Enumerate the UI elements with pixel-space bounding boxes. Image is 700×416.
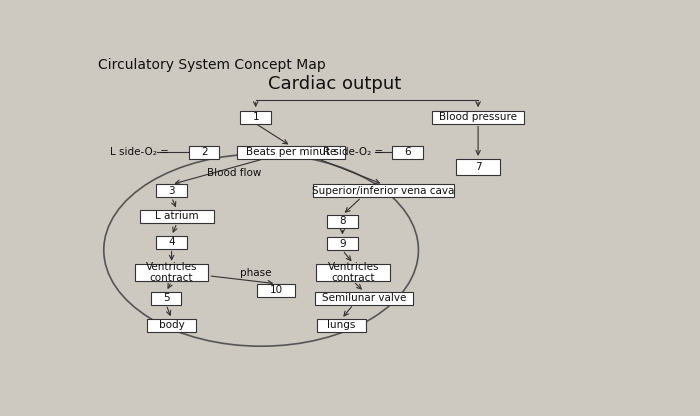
Text: body: body: [159, 320, 185, 330]
Text: 4: 4: [168, 237, 175, 247]
FancyBboxPatch shape: [147, 319, 196, 332]
Text: 5: 5: [163, 293, 169, 303]
Text: 7: 7: [475, 162, 482, 172]
Text: Cardiac output: Cardiac output: [267, 74, 401, 92]
Text: Superior/inferior vena cava: Superior/inferior vena cava: [312, 186, 454, 196]
FancyBboxPatch shape: [156, 184, 187, 197]
FancyBboxPatch shape: [316, 264, 390, 281]
FancyBboxPatch shape: [156, 236, 187, 248]
Text: R side-O₂ =: R side-O₂ =: [323, 147, 384, 157]
Text: L side-O₂ =: L side-O₂ =: [110, 147, 169, 157]
Text: phase: phase: [240, 267, 272, 277]
Text: 10: 10: [270, 285, 283, 295]
FancyBboxPatch shape: [315, 292, 413, 305]
Text: Semilunar valve: Semilunar valve: [322, 293, 407, 303]
Text: Beats per minute: Beats per minute: [246, 147, 336, 157]
FancyBboxPatch shape: [432, 111, 524, 124]
FancyBboxPatch shape: [393, 146, 423, 159]
FancyBboxPatch shape: [237, 146, 345, 159]
Text: Ventricles
contract: Ventricles contract: [146, 262, 197, 283]
Text: 1: 1: [253, 112, 259, 122]
Text: 8: 8: [340, 216, 346, 226]
Text: 3: 3: [168, 186, 175, 196]
Text: 9: 9: [340, 239, 346, 249]
Text: 2: 2: [201, 147, 207, 157]
FancyBboxPatch shape: [317, 319, 366, 332]
FancyBboxPatch shape: [328, 215, 358, 228]
Text: L atrium: L atrium: [155, 211, 199, 221]
Text: 6: 6: [405, 147, 411, 157]
FancyBboxPatch shape: [134, 264, 209, 281]
FancyBboxPatch shape: [456, 159, 500, 175]
Text: Ventricles
contract: Ventricles contract: [328, 262, 379, 283]
FancyBboxPatch shape: [313, 184, 454, 197]
FancyBboxPatch shape: [151, 292, 181, 305]
Text: Circulatory System Concept Map: Circulatory System Concept Map: [98, 58, 326, 72]
Text: Blood pressure: Blood pressure: [439, 112, 517, 122]
FancyBboxPatch shape: [328, 237, 358, 250]
FancyBboxPatch shape: [189, 146, 219, 159]
FancyBboxPatch shape: [241, 111, 271, 124]
Text: lungs: lungs: [327, 320, 356, 330]
FancyBboxPatch shape: [140, 210, 214, 223]
Text: Blood flow: Blood flow: [206, 168, 261, 178]
FancyBboxPatch shape: [258, 284, 295, 297]
